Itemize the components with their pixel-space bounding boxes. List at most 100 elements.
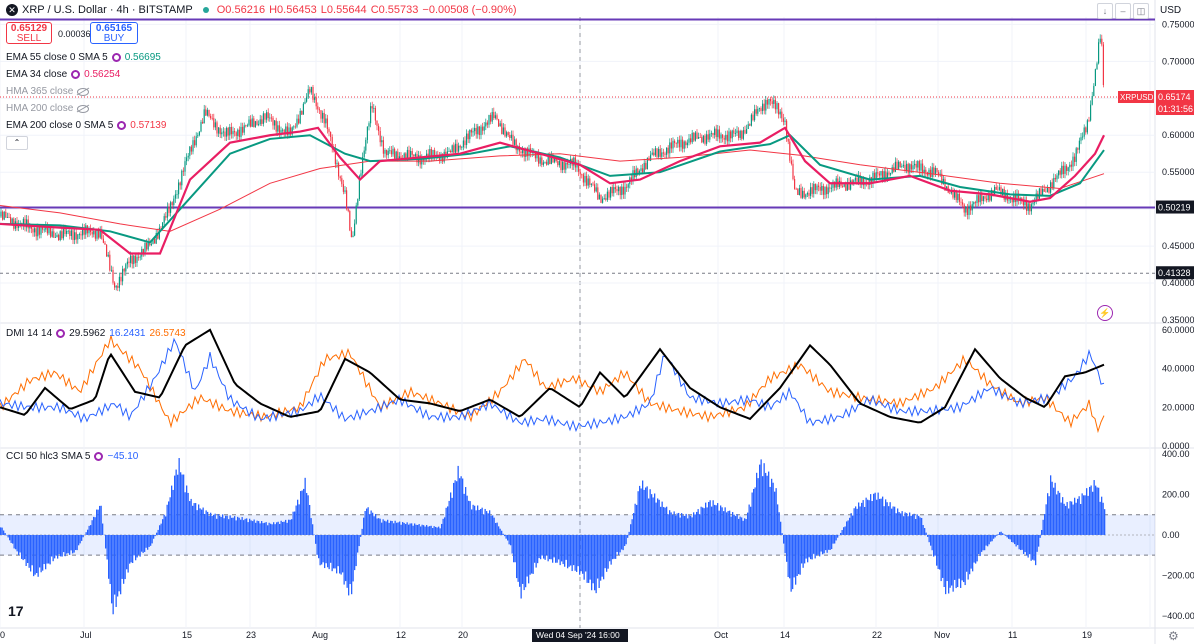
candle-body <box>1051 182 1053 189</box>
symbol-title[interactable]: XRP / U.S. Dollar · 4h · BITSTAMP <box>22 4 193 16</box>
candle-body <box>328 129 330 132</box>
candle-body <box>99 230 101 238</box>
candle-body <box>997 189 999 191</box>
cci-bar <box>267 525 269 535</box>
legend-ema34[interactable]: EMA 34 close 0.56254 <box>6 69 120 80</box>
cci-bar <box>409 523 411 535</box>
cci-bar <box>198 504 200 535</box>
candle-body <box>24 218 26 228</box>
candle-body <box>973 202 975 205</box>
candle-body <box>890 172 892 175</box>
legend-ema200[interactable]: EMA 200 close 0 SMA 5 0.57139 <box>6 120 166 131</box>
candle-body <box>1058 170 1060 176</box>
cci-bar <box>255 522 257 535</box>
candle-body <box>776 103 778 110</box>
cci-bar <box>199 508 201 535</box>
cci-bar <box>33 534 35 577</box>
settings-icon[interactable] <box>111 53 121 62</box>
cci-bar <box>1005 534 1007 536</box>
candle-body <box>248 119 250 126</box>
candle-body <box>853 180 855 185</box>
cci-bar <box>51 534 53 557</box>
cci-bar <box>528 534 530 584</box>
cci-bar <box>76 534 78 551</box>
cci-bar <box>367 507 369 535</box>
candle-body <box>355 205 357 224</box>
legend-dmi[interactable]: DMI 14 14 29.5962 16.2431 26.5743 <box>6 328 186 339</box>
cci-bar <box>846 521 848 535</box>
legend-hma200[interactable]: HMA 200 close <box>6 103 90 114</box>
ema200-label: EMA 200 close 0 SMA 5 <box>6 120 114 131</box>
cci-bar <box>376 518 378 535</box>
collapse-legend-button[interactable]: ⌃ <box>6 136 28 150</box>
candle-body <box>1075 148 1077 162</box>
cci-bar <box>358 534 360 547</box>
candle-body <box>325 118 327 124</box>
candle-body <box>5 211 7 218</box>
cci-bar <box>357 534 359 553</box>
hidden-eye-icon[interactable] <box>77 87 90 96</box>
cci-bar <box>1093 480 1095 535</box>
minimize-icon[interactable]: – <box>1115 3 1131 19</box>
cci-bar <box>694 514 696 535</box>
cci-bar <box>238 517 240 535</box>
restore-icon[interactable]: ◫ <box>1133 3 1149 19</box>
legend-cci[interactable]: CCI 50 hlc3 SMA 5 −45.10 <box>6 451 138 462</box>
cci-bar <box>1080 503 1082 535</box>
settings-icon[interactable] <box>71 70 81 79</box>
cci-bar <box>340 534 342 575</box>
time-tick-label: 15 <box>182 630 192 640</box>
legend-hma365[interactable]: HMA 365 close <box>6 86 90 97</box>
settings-icon[interactable] <box>94 452 104 461</box>
candle-body <box>106 244 108 257</box>
cci-bar <box>759 464 761 535</box>
level-price-label: 0.41328 <box>1158 268 1191 278</box>
candle-body <box>384 149 386 154</box>
cci-bar <box>448 500 450 535</box>
cci-bar <box>699 514 701 535</box>
cci-bar <box>498 526 500 535</box>
cci-bar <box>1048 496 1050 535</box>
cci-bar <box>291 519 293 535</box>
cci-bar <box>295 505 297 535</box>
candle-body <box>709 133 711 140</box>
dmi-tick-label: 20.0000 <box>1162 402 1194 412</box>
cci-bar <box>1044 514 1046 535</box>
candle-body <box>1029 203 1031 212</box>
candle-body <box>374 107 376 121</box>
sell-button[interactable]: 0.65129 SELL <box>6 22 52 44</box>
cci-bar <box>1035 534 1037 566</box>
buy-button[interactable]: 0.65165 BUY <box>90 22 138 44</box>
candle-body <box>693 132 695 141</box>
cci-bar <box>85 532 87 535</box>
gear-icon[interactable]: ⚙ <box>1168 629 1179 643</box>
cci-bar <box>1 527 3 535</box>
cci-bar <box>672 514 674 535</box>
arrow-down-icon[interactable]: ↓ <box>1097 3 1113 19</box>
candle-body <box>677 139 679 144</box>
candle-body <box>251 118 253 127</box>
candle-body <box>11 218 13 225</box>
cci-bar <box>762 476 764 535</box>
cci-bar <box>883 506 885 535</box>
settings-icon[interactable] <box>56 329 66 338</box>
currency-label[interactable]: USD <box>1160 5 1182 16</box>
cci-bar <box>36 534 38 574</box>
cci-bar <box>130 534 132 563</box>
settings-icon[interactable] <box>117 121 127 130</box>
lightning-icon[interactable]: ⚡ <box>1097 305 1113 321</box>
candle-body <box>698 137 700 139</box>
dmi-tick-label: 40.0000 <box>1162 364 1194 374</box>
cci-bar <box>297 499 299 535</box>
candle-body <box>211 117 213 119</box>
candle-body <box>614 187 616 190</box>
cci-bar <box>736 514 738 535</box>
time-tick-label: 20 <box>458 630 468 640</box>
legend-ema55[interactable]: EMA 55 close 0 SMA 5 0.56695 <box>6 52 161 63</box>
countdown-label: 01:31:56 <box>1158 104 1193 114</box>
candle-body <box>138 256 140 258</box>
cci-bar <box>441 523 443 535</box>
hidden-eye-icon[interactable] <box>77 104 90 113</box>
candle-body <box>93 230 95 235</box>
